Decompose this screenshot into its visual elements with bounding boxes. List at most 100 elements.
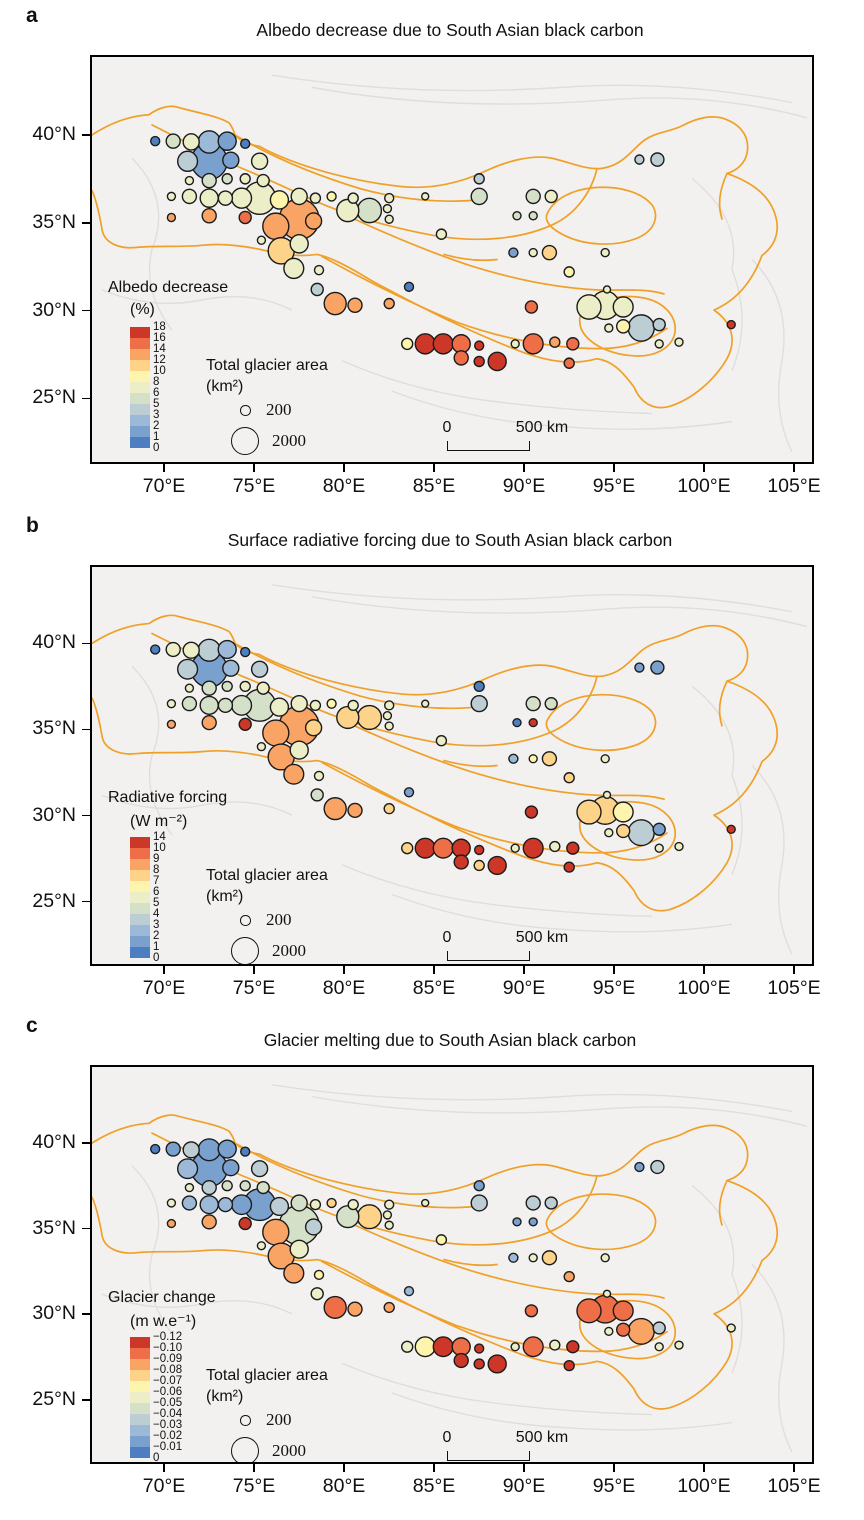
glacier-bubble [256,741,267,752]
glacier-bubble [435,228,448,240]
color-legend-unit: (%) [130,301,155,318]
glacier-bubble [487,351,507,372]
glacier-bubble [508,753,519,764]
glacier-bubble [310,1287,324,1301]
glacier-bubble [239,680,251,693]
glacier-bubble [201,714,217,731]
x-axis-tick [523,464,525,472]
glacier-bubble [576,799,602,825]
glacier-bubble [473,173,485,185]
glacier-bubble [313,264,325,276]
glacier-bubble [347,1199,359,1211]
glacier-bubble [221,680,233,693]
y-axis-tick [82,309,90,312]
glacier-bubble [201,1214,217,1230]
colorbar-tick-label: −0.05 [153,1396,183,1409]
glacier-bubble [650,152,665,167]
colorbar-tick-label: −0.10 [153,1341,183,1354]
colorbar-segment [130,914,150,925]
glacier-bubble [512,717,522,728]
colorbar-tick-label: 5 [153,896,160,909]
glacier-bubble [201,680,217,696]
glacier-bubble [524,300,539,314]
colorbar-tick-label: 1 [153,430,160,443]
y-axis-tick [82,900,90,903]
colorbar-tick-label: 0 [153,951,160,964]
x-axis-label: 100°E [677,1475,731,1497]
panel-title-c: Glacier melting due to South Asian black… [263,1030,637,1050]
glacier-bubble [269,697,290,717]
size-legend-circle-small [240,915,251,926]
colorbar-tick-label: −0.12 [153,1330,183,1343]
scalebar [447,951,530,961]
colorbar-segment [130,415,150,426]
size-legend-label-small: 200 [266,400,292,419]
glacier-bubble [201,172,217,189]
glacier-bubble [323,291,347,316]
colorbar-tick-label: 12 [153,353,166,366]
colorbar-segment [130,1414,150,1425]
glacier-bubble [474,844,485,856]
glacier-bubble [726,824,736,834]
glacier-bubble [356,1204,383,1230]
glacier-bubble [563,861,575,873]
y-axis-label: 35°N [32,210,76,233]
y-axis-tick [82,728,90,731]
glacier-bubble [674,1340,684,1350]
glacier-bubble [197,130,221,154]
map-c: Glacier change (m w.e⁻¹) Total glacier a… [90,1065,814,1464]
glacier-bubble [512,1217,522,1227]
glacier-bubble [403,281,415,293]
glacier-bubble [525,696,541,712]
glacier-bubble [563,266,575,278]
glacier-bubble [384,1220,394,1230]
x-axis-tick [703,464,705,472]
glacier-bubble [383,803,395,815]
glacier-bubble [176,150,199,173]
colorbar-segment [130,371,150,382]
panel-title-b: Surface radiative forcing due to South A… [227,530,673,550]
colorbar-segment [130,947,150,958]
y-axis-tick [82,1313,90,1316]
glacier-bubble [510,1342,520,1352]
glacier-bubble [250,152,269,171]
glacier-bubble [602,285,612,294]
glacier-bubble [726,319,736,330]
glacier-bubble [604,323,614,333]
colorbar-tick-label: 7 [153,874,160,887]
colorbar-segment [130,1425,150,1436]
glacier-bubble [403,787,415,798]
x-axis-tick [613,464,615,472]
glacier-bubble [432,837,454,859]
x-axis-tick [433,1464,435,1472]
map-graphic-c [92,1084,808,1453]
glacier-bubble [262,212,290,241]
glacier-bubble [726,1323,736,1333]
glacier-bubble [150,644,161,655]
glacier-bubble [239,138,251,150]
glacier-bubble [313,1269,325,1281]
map-graphic-b [92,584,808,955]
glacier-bubble [231,187,253,209]
glacier-bubble [250,660,269,678]
glacier-bubble [421,699,430,708]
glacier-bubble [283,1262,305,1284]
glacier-bubble [473,859,485,872]
glacier-bubble [654,1342,664,1352]
colorbar-tick-label: 10 [153,364,166,377]
glacier-bubble [383,297,395,310]
glacier-bubble [310,282,324,297]
y-axis-label: 40°N [32,1131,76,1154]
glacier-bubble [289,233,309,254]
glacier-bubble [528,247,538,258]
glacier-bubble [304,719,323,737]
glacier-bubble [401,1340,414,1353]
colorbar-segment [130,903,150,914]
x-axis-label: 70°E [142,1475,186,1497]
glacier-bubble [384,214,394,224]
colorbar-segment [130,360,150,371]
glacier-bubble [612,1300,634,1322]
scalebar [447,441,530,451]
x-axis-label: 70°E [142,475,186,497]
colorbar-segment [130,349,150,360]
